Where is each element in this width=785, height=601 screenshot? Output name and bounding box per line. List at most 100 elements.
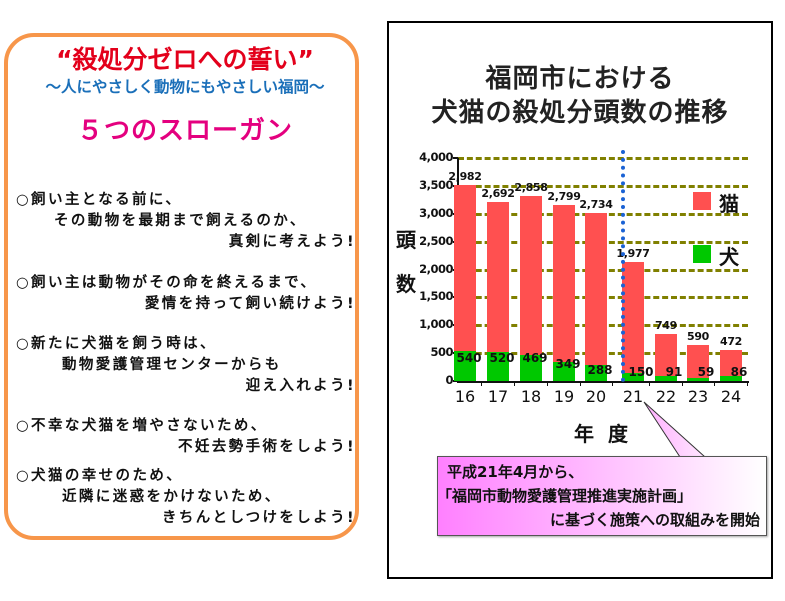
x-axis-label: 年度 — [574, 422, 642, 446]
bar-dog-19 — [553, 361, 575, 381]
x-tick-label: 16 — [454, 387, 476, 406]
slogan-item-5: ○犬猫の幸せのため、 近隣に迷惑をかけないため、 きちんとしつけをしよう! — [16, 466, 356, 529]
slogan-item-4: ○不幸な犬猫を増やさないため、 不妊去勢手術をしよう! — [16, 416, 356, 458]
callout-line3: に基づく施策への取組みを開始 — [549, 511, 760, 529]
slogan-line: ○犬猫の幸せのため、 — [16, 468, 184, 484]
x-tick-mark — [747, 381, 748, 386]
y-axis-label-char: 数 — [396, 272, 416, 296]
legend-label-cat: 猫 — [719, 192, 739, 216]
value-label-dog: 150 — [628, 365, 654, 379]
slogan-line: ○飼い主となる前に、 — [16, 192, 183, 208]
slogan-line: 迎え入れよう! — [245, 378, 356, 394]
slogan-item-2: ○飼い主は動物がその命を終えるまで、 愛情を持って飼い続けよう! — [16, 273, 356, 315]
slogan-panel-frame — [4, 33, 359, 540]
value-label-cat: 2,799 — [547, 190, 581, 204]
y-axis-label-char: 頭 — [396, 228, 416, 252]
value-label-dog: 469 — [522, 351, 548, 365]
y-tick-label: 2,000 — [419, 261, 453, 276]
x-tick-mark — [612, 381, 613, 386]
value-label-dog: 349 — [555, 357, 581, 371]
bar-cat-22 — [655, 334, 677, 376]
value-label-dog: 91 — [665, 365, 683, 379]
x-axis-line — [457, 381, 749, 383]
value-label-cat: 2,692 — [481, 186, 515, 200]
y-tick-label: 1,500 — [419, 289, 453, 304]
legend-swatch-cat — [693, 192, 711, 210]
x-tick-mark — [547, 381, 548, 386]
value-label-cat: 1,977 — [616, 247, 650, 261]
bar-cat-24 — [720, 349, 742, 377]
y-axis-label: 頭 数 — [396, 218, 420, 306]
y-tick-mark — [453, 380, 458, 382]
x-tick-label: 23 — [687, 387, 709, 406]
gridline — [458, 157, 748, 160]
y-tick-label: 3,000 — [419, 205, 453, 220]
bar-cat-16 — [454, 184, 476, 351]
gridline — [458, 184, 748, 188]
slogan-line: 愛情を持って飼い続けよう! — [144, 296, 356, 312]
y-tick-label: 3,500 — [419, 177, 453, 192]
bar-cat-20 — [585, 212, 607, 365]
callout-line2: 「福岡市動物愛護管理推進実施計画」 — [437, 487, 693, 505]
slogan-line: 不妊去勢手術をしよう! — [177, 439, 356, 455]
legend-label-dog: 犬 — [719, 245, 739, 269]
slogan-line: ○新たに犬猫を飼う時は、 — [16, 336, 217, 352]
value-label-cat: 749 — [654, 319, 678, 333]
value-label-dog: 520 — [489, 351, 515, 365]
bar-dog-23 — [687, 377, 709, 381]
bar-dog-24 — [720, 376, 742, 381]
value-label-cat: 2,858 — [514, 180, 548, 194]
bar-cat-21 — [622, 262, 644, 373]
value-label-cat: 2,734 — [579, 197, 613, 211]
x-tick-label: 17 — [487, 387, 509, 406]
slogan-title: “殺処分ゼロへの誓い” — [56, 45, 314, 74]
slogan-line: ○不幸な犬猫を増やさないため、 — [16, 418, 268, 434]
value-label-cat: 472 — [719, 334, 743, 348]
y-tick-label: 0 — [445, 373, 453, 387]
value-label-dog: 288 — [587, 363, 613, 377]
y-tick-label: 500 — [430, 345, 453, 360]
value-label-cat: 590 — [686, 329, 710, 343]
x-tick-mark — [682, 381, 683, 386]
y-tick-label: 2,500 — [419, 233, 453, 248]
y-tick-label: 1,000 — [419, 317, 453, 332]
bar-cat-23 — [687, 344, 709, 378]
slogan-item-3: ○新たに犬猫を飼う時は、 動物愛護管理センターからも 迎え入れよう! — [16, 334, 356, 397]
bar-dog-18 — [520, 354, 542, 381]
slogan-line: 動物愛護管理センターからも — [62, 357, 282, 373]
x-tick-label: 24 — [720, 387, 742, 406]
bar-cat-19 — [553, 205, 575, 362]
x-tick-label: 18 — [520, 387, 542, 406]
callout-box: 平成21年4月から、 「福岡市動物愛護管理推進実施計画」 に基づく施策への取組み… — [437, 456, 767, 536]
x-tick-label: 20 — [585, 387, 607, 406]
x-tick-mark — [714, 381, 715, 386]
callout-line1: 平成21年4月から、 — [447, 463, 584, 481]
chart-title-line2: 犬猫の殺処分頭数の推移 — [431, 98, 729, 128]
bar-dog-21 — [622, 372, 644, 381]
slogan-line: 近隣に迷惑をかけないため、 — [62, 489, 282, 505]
y-tick-mark — [453, 157, 458, 159]
slogan-line: その動物を最期まで飼えるのか、 — [54, 213, 307, 229]
bar-cat-18 — [520, 195, 542, 355]
bar-dog-22 — [655, 375, 677, 381]
callout-pointer — [643, 401, 707, 458]
slogan-line: ○飼い主は動物がその命を終えるまで、 — [16, 275, 318, 291]
x-tick-label: 19 — [553, 387, 575, 406]
slogan-heading: ５つのスローガン — [76, 116, 293, 146]
slogan-line: 真剣に考えよう! — [228, 234, 356, 250]
bar-dog-17 — [487, 352, 509, 381]
chart-title-line1: 福岡市における — [485, 64, 675, 94]
bar-cat-17 — [487, 201, 509, 352]
x-tick-mark — [481, 381, 482, 386]
bar-dog-16 — [454, 350, 476, 381]
slogan-subtitle: ～人にやさしく動物にもやさしい福岡～ — [45, 78, 325, 96]
x-tick-label: 21 — [622, 387, 644, 406]
policy-divider-line — [621, 150, 625, 382]
bar-dog-20 — [585, 364, 607, 381]
x-tick-mark — [514, 381, 515, 386]
value-label-dog: 86 — [730, 365, 748, 379]
slogan-line: きちんとしつけをしよう! — [161, 510, 356, 526]
slogan-item-1: ○飼い主となる前に、 その動物を最期まで飼えるのか、 真剣に考えよう! — [16, 190, 356, 253]
value-label-cat: 2,982 — [448, 169, 482, 183]
x-tick-label: 22 — [655, 387, 677, 406]
